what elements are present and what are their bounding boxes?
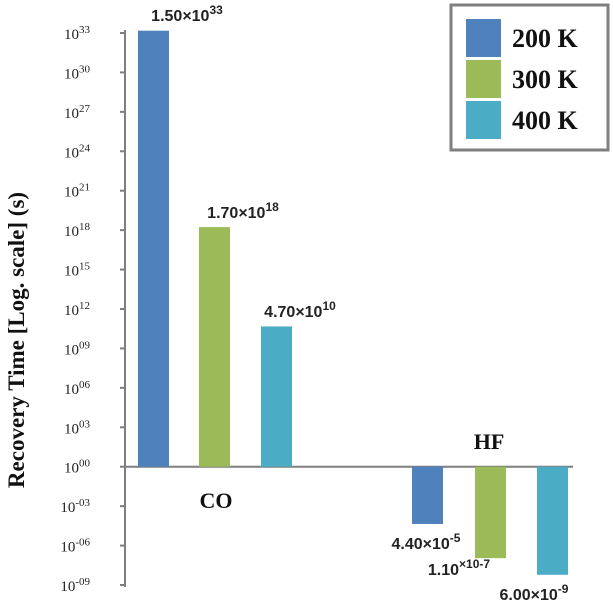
legend-swatch-200k bbox=[466, 19, 501, 57]
bar-layer bbox=[138, 30, 568, 575]
legend-swatch-400k bbox=[466, 101, 501, 139]
legend-label-400k: 400 K bbox=[512, 106, 579, 135]
y-axis-title: Recovery Time [Log. scale] (s) bbox=[4, 192, 29, 488]
y-tick-label: 1021 bbox=[64, 182, 90, 201]
label-layer: 10-09 10-06 10-03 1000 1003 1006 1009 1012 1015 1… bbox=[60, 3, 568, 604]
legend-label-300k: 300 K bbox=[512, 65, 579, 94]
y-tick-label: 1033 bbox=[64, 24, 91, 43]
legend-label-200k: 200 K bbox=[512, 24, 579, 53]
data-label: 1.70×1018 bbox=[207, 200, 279, 222]
y-tick-label: 1027 bbox=[64, 103, 91, 122]
y-tick-label: 1000 bbox=[64, 458, 91, 477]
y-tick-label: 1030 bbox=[64, 63, 91, 82]
y-tick-label: 1015 bbox=[64, 261, 91, 280]
y-tick-label: 1024 bbox=[64, 142, 91, 161]
category-label-hf: HF bbox=[474, 429, 505, 454]
y-tick-label: 10-09 bbox=[60, 576, 90, 595]
bar-hf-200k bbox=[412, 466, 443, 524]
data-label: 1.50×1033 bbox=[151, 3, 223, 25]
data-label: 4.70×1010 bbox=[264, 299, 336, 321]
bar-co-200k bbox=[138, 30, 169, 467]
bar-hf-400k bbox=[537, 466, 568, 575]
y-tick-label: 1012 bbox=[64, 300, 90, 319]
category-label-co: CO bbox=[200, 488, 233, 513]
legend-swatch-300k bbox=[466, 60, 501, 98]
y-tick-label: 10-06 bbox=[60, 537, 90, 556]
y-tick-label: 10-03 bbox=[60, 497, 90, 516]
bar-hf-300k bbox=[475, 466, 506, 559]
bar-co-300k bbox=[199, 227, 230, 467]
data-label: 4.40×10-5 bbox=[392, 531, 461, 553]
data-label: 6.00×10-9 bbox=[500, 582, 569, 604]
bar-co-400k bbox=[261, 326, 292, 467]
y-tick-label: 1003 bbox=[64, 418, 91, 437]
y-tick-label: 1006 bbox=[64, 379, 91, 398]
y-tick-label: 1009 bbox=[64, 339, 91, 358]
legend: 200 K 300 K 400 K bbox=[449, 3, 610, 152]
data-label: 1.10×10-7 bbox=[428, 557, 490, 579]
y-tick-label: 1018 bbox=[64, 221, 91, 240]
